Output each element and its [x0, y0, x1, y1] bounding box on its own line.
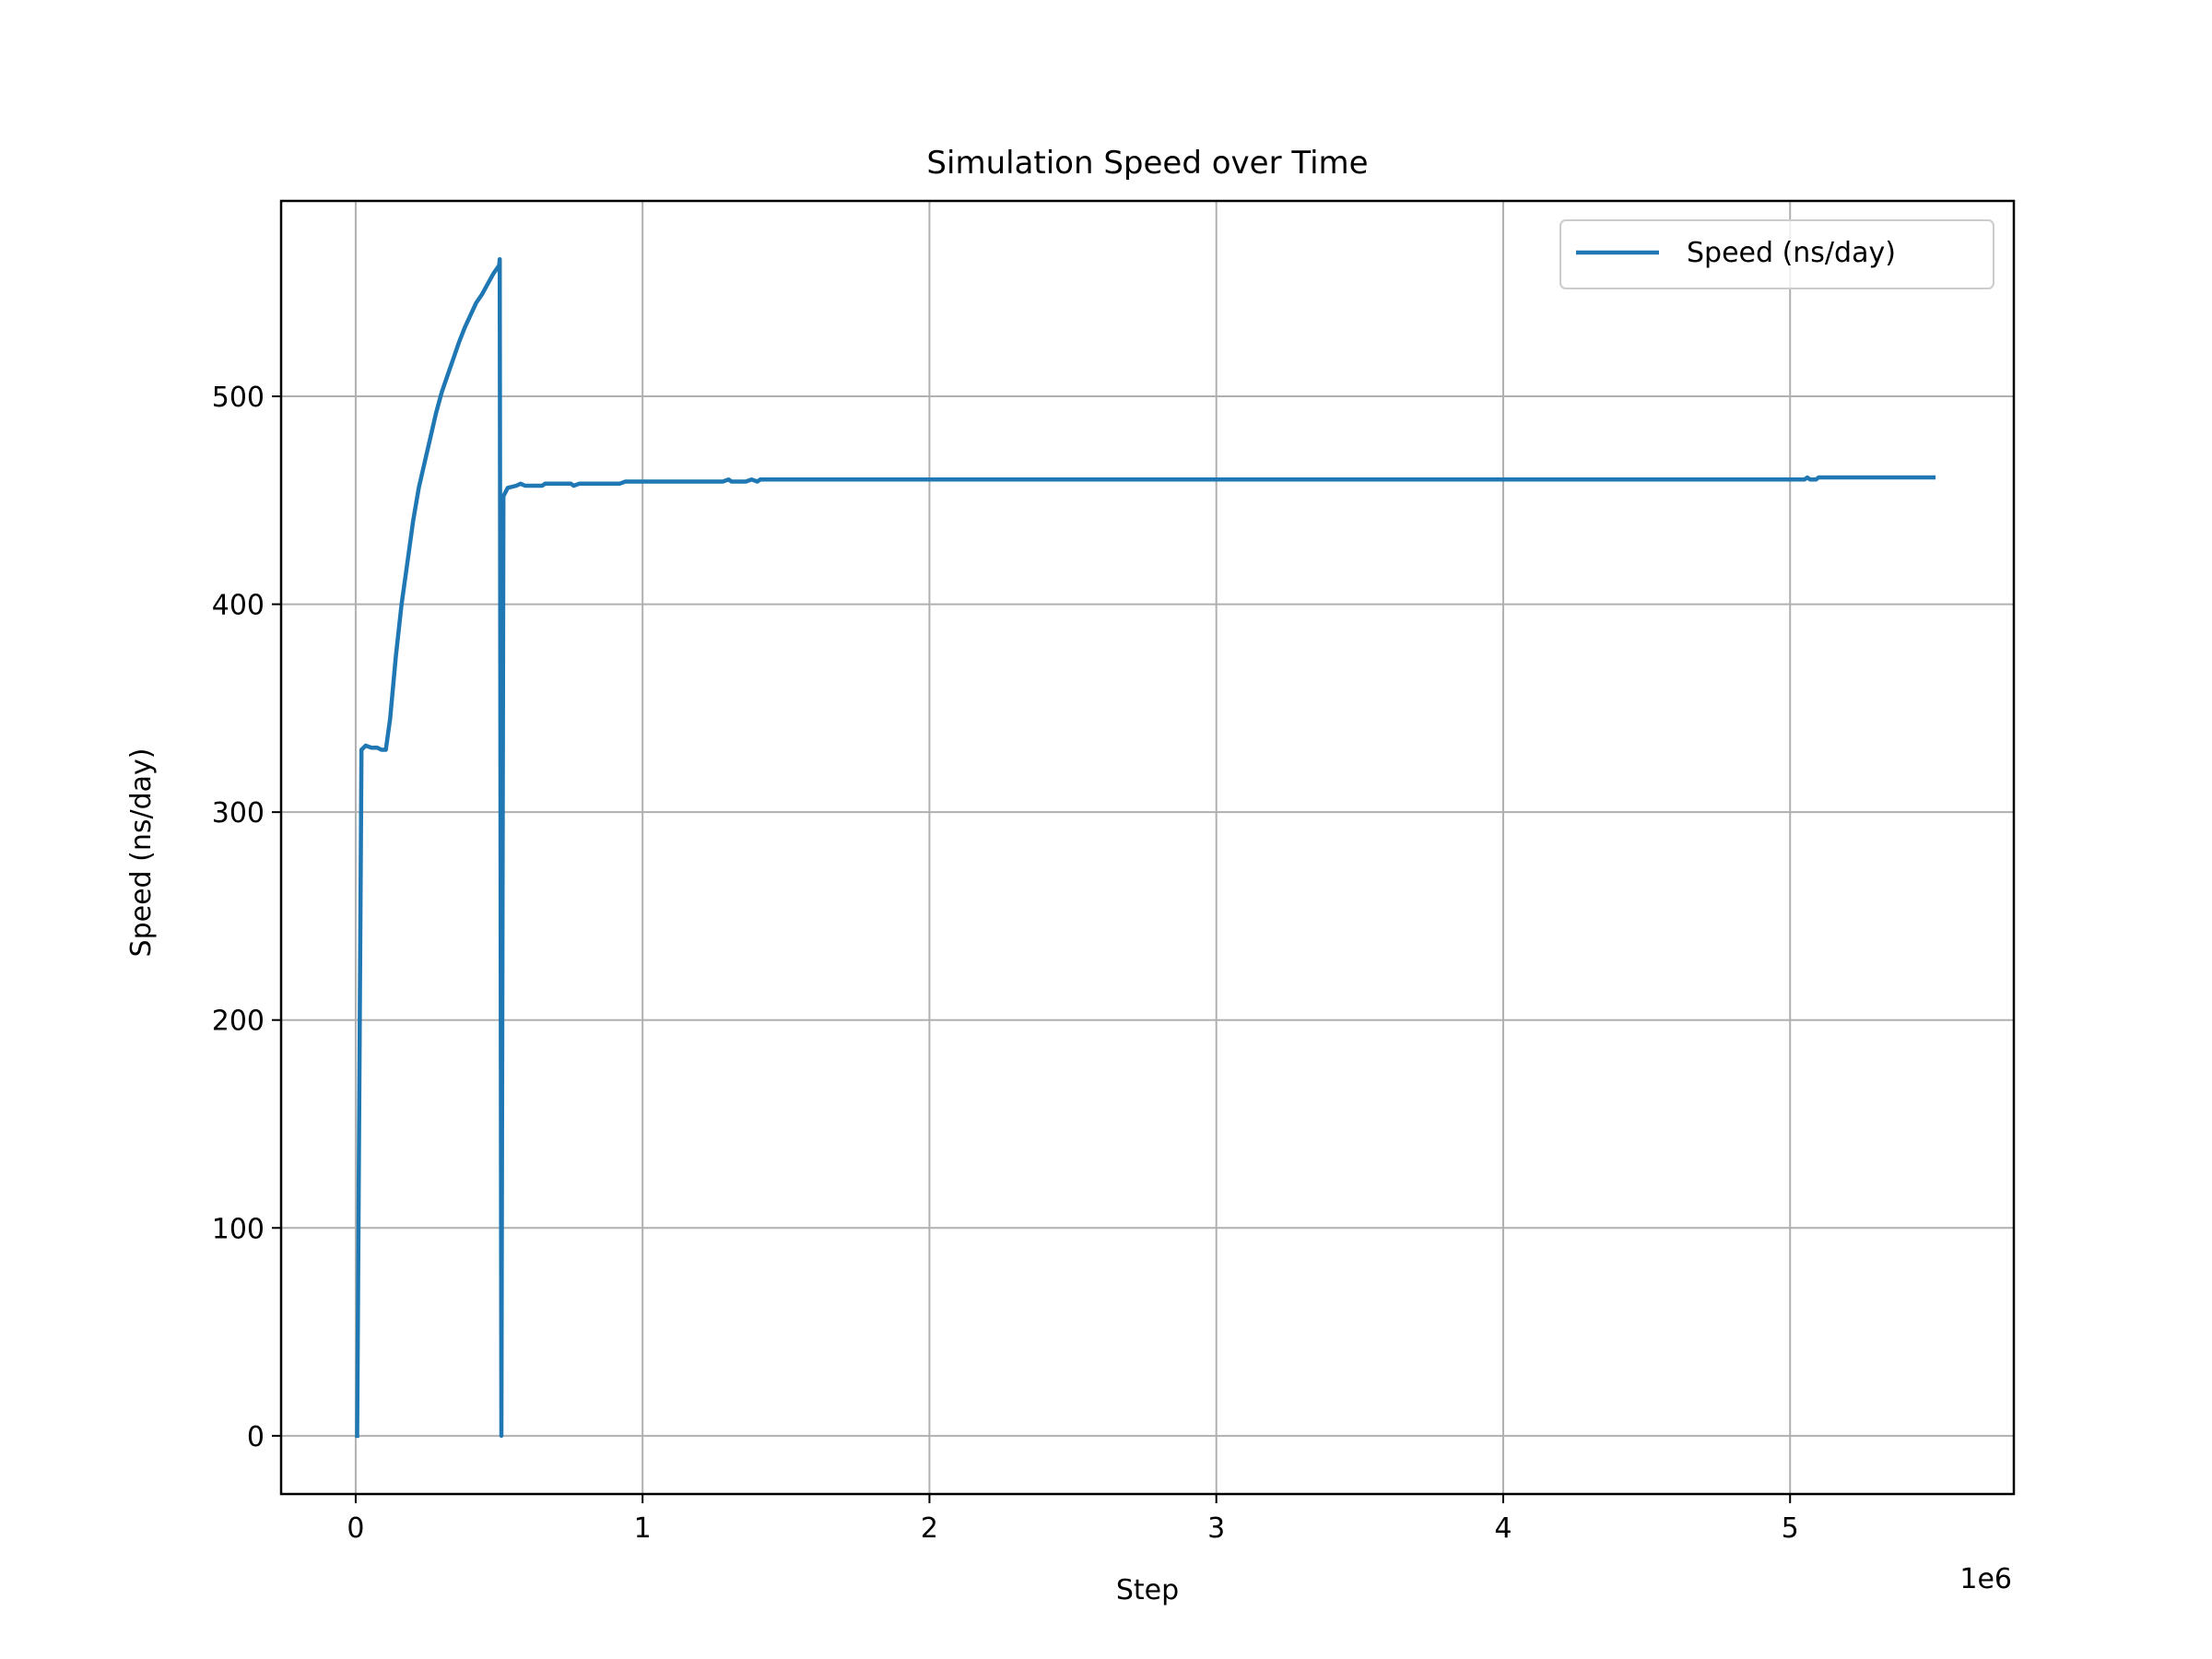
- x-tick-label: 5: [1782, 1512, 1799, 1545]
- plot-area-frame: [279, 199, 2016, 1496]
- series-line-speed: [355, 256, 1936, 1439]
- x-tick-label: 2: [921, 1512, 938, 1545]
- x-axis-offset-label: 1e6: [1959, 1563, 2012, 1595]
- y-axis-label: Speed (ns/day): [125, 748, 158, 958]
- y-tick-label: 100: [212, 1213, 265, 1245]
- y-tick-label: 200: [212, 1006, 265, 1038]
- y-tick-label: 500: [212, 382, 265, 414]
- y-tick-label: 300: [212, 797, 265, 830]
- series-layer: [355, 256, 1936, 1439]
- grid-lines: [281, 201, 2014, 1494]
- legend-box: [1559, 219, 1994, 289]
- legend-label: Speed (ns/day): [1687, 237, 1896, 269]
- chart-title: Simulation Speed over Time: [926, 145, 1368, 182]
- legend: Speed (ns/day): [1559, 219, 1994, 289]
- x-tick-label: 1: [634, 1512, 652, 1545]
- y-tick-label: 400: [212, 590, 265, 622]
- x-tick-label: 4: [1494, 1512, 1512, 1545]
- y-tick-label: 0: [247, 1421, 265, 1453]
- x-tick-label: 3: [1207, 1512, 1225, 1545]
- x-axis-label: Step: [1116, 1574, 1179, 1606]
- x-axis-ticks: 0 1 2 3 4 5: [347, 1494, 1799, 1545]
- y-axis-ticks: 0 100 200 300 400 500: [212, 382, 281, 1453]
- x-tick-label: 0: [347, 1512, 364, 1545]
